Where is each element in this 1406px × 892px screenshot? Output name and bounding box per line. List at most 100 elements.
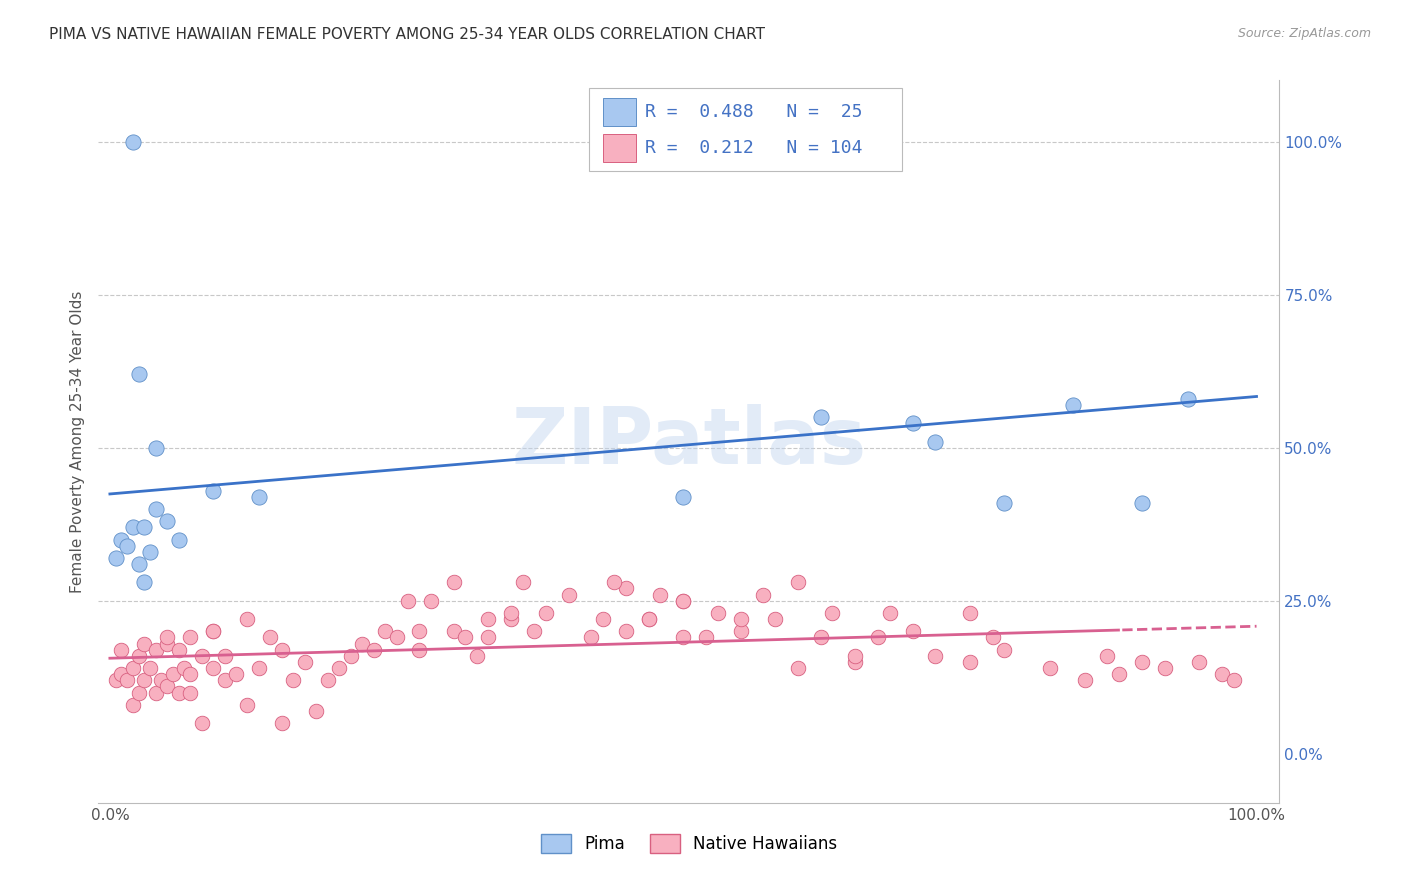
- Point: [695, 631, 717, 645]
- Point: [672, 631, 695, 645]
- Text: PIMA VS NATIVE HAWAIIAN FEMALE POVERTY AMONG 25-34 YEAR OLDS CORRELATION CHART: PIMA VS NATIVE HAWAIIAN FEMALE POVERTY A…: [49, 27, 765, 42]
- Point: [614, 582, 637, 596]
- Point: [650, 588, 672, 602]
- Point: [420, 593, 443, 607]
- Point: [396, 593, 419, 607]
- Text: R =  0.488   N =  25: R = 0.488 N = 25: [645, 103, 863, 121]
- Point: [879, 606, 901, 620]
- Point: [352, 637, 374, 651]
- Point: [981, 631, 1004, 645]
- Point: [810, 631, 832, 645]
- Point: [202, 483, 225, 498]
- Point: [167, 685, 190, 699]
- Point: [247, 490, 270, 504]
- Point: [730, 624, 752, 639]
- Point: [214, 673, 236, 688]
- Point: [214, 648, 236, 663]
- Point: [1039, 661, 1062, 675]
- Point: [993, 642, 1015, 657]
- Point: [128, 648, 150, 663]
- Point: [637, 612, 659, 626]
- Point: [512, 575, 534, 590]
- Point: [901, 416, 924, 430]
- Point: [156, 680, 179, 694]
- Point: [121, 661, 143, 675]
- Point: [672, 593, 695, 607]
- Point: [844, 655, 866, 669]
- Point: [614, 624, 637, 639]
- Point: [408, 624, 430, 639]
- Point: [156, 637, 179, 651]
- Point: [1222, 673, 1244, 688]
- Point: [167, 642, 190, 657]
- Point: [1177, 392, 1199, 406]
- Point: [672, 490, 695, 504]
- Point: [179, 667, 201, 681]
- Point: [115, 539, 138, 553]
- Point: [1188, 655, 1211, 669]
- Point: [236, 698, 259, 712]
- Point: [339, 648, 361, 663]
- Point: [959, 606, 981, 620]
- Point: [128, 367, 150, 381]
- Point: [236, 612, 259, 626]
- Point: [443, 575, 465, 590]
- Point: [465, 648, 488, 663]
- Point: [259, 631, 281, 645]
- Point: [821, 606, 844, 620]
- Text: R =  0.212   N = 104: R = 0.212 N = 104: [645, 139, 863, 157]
- Point: [179, 685, 201, 699]
- Point: [810, 410, 832, 425]
- Point: [115, 673, 138, 688]
- Point: [385, 631, 408, 645]
- Point: [993, 496, 1015, 510]
- Point: [408, 642, 430, 657]
- Point: [706, 606, 728, 620]
- Point: [637, 612, 659, 626]
- Point: [110, 667, 132, 681]
- Point: [1073, 673, 1095, 688]
- Point: [294, 655, 316, 669]
- Point: [202, 624, 225, 639]
- Point: [128, 685, 150, 699]
- Point: [557, 588, 579, 602]
- Point: [110, 642, 132, 657]
- Point: [763, 612, 786, 626]
- Point: [305, 704, 328, 718]
- Point: [786, 661, 808, 675]
- Point: [110, 533, 132, 547]
- Text: Source: ZipAtlas.com: Source: ZipAtlas.com: [1237, 27, 1371, 40]
- Point: [501, 612, 523, 626]
- Point: [1097, 648, 1119, 663]
- Point: [501, 606, 523, 620]
- Point: [156, 514, 179, 528]
- Point: [924, 434, 946, 449]
- Point: [134, 575, 156, 590]
- Point: [104, 673, 127, 688]
- Point: [145, 685, 167, 699]
- Point: [173, 661, 195, 675]
- Point: [139, 661, 162, 675]
- Point: [145, 642, 167, 657]
- Point: [752, 588, 775, 602]
- Point: [270, 716, 292, 731]
- Point: [328, 661, 350, 675]
- Point: [868, 631, 890, 645]
- Point: [283, 673, 305, 688]
- Point: [1062, 398, 1084, 412]
- Point: [924, 648, 946, 663]
- Point: [786, 575, 808, 590]
- Point: [104, 550, 127, 565]
- Point: [225, 667, 247, 681]
- Point: [179, 631, 201, 645]
- Point: [121, 520, 143, 534]
- Point: [121, 135, 143, 149]
- Point: [190, 648, 212, 663]
- Point: [581, 631, 603, 645]
- Point: [128, 557, 150, 571]
- Point: [247, 661, 270, 675]
- Legend: Pima, Native Hawaiians: Pima, Native Hawaiians: [534, 827, 844, 860]
- Point: [145, 502, 167, 516]
- Point: [145, 441, 167, 455]
- Point: [844, 648, 866, 663]
